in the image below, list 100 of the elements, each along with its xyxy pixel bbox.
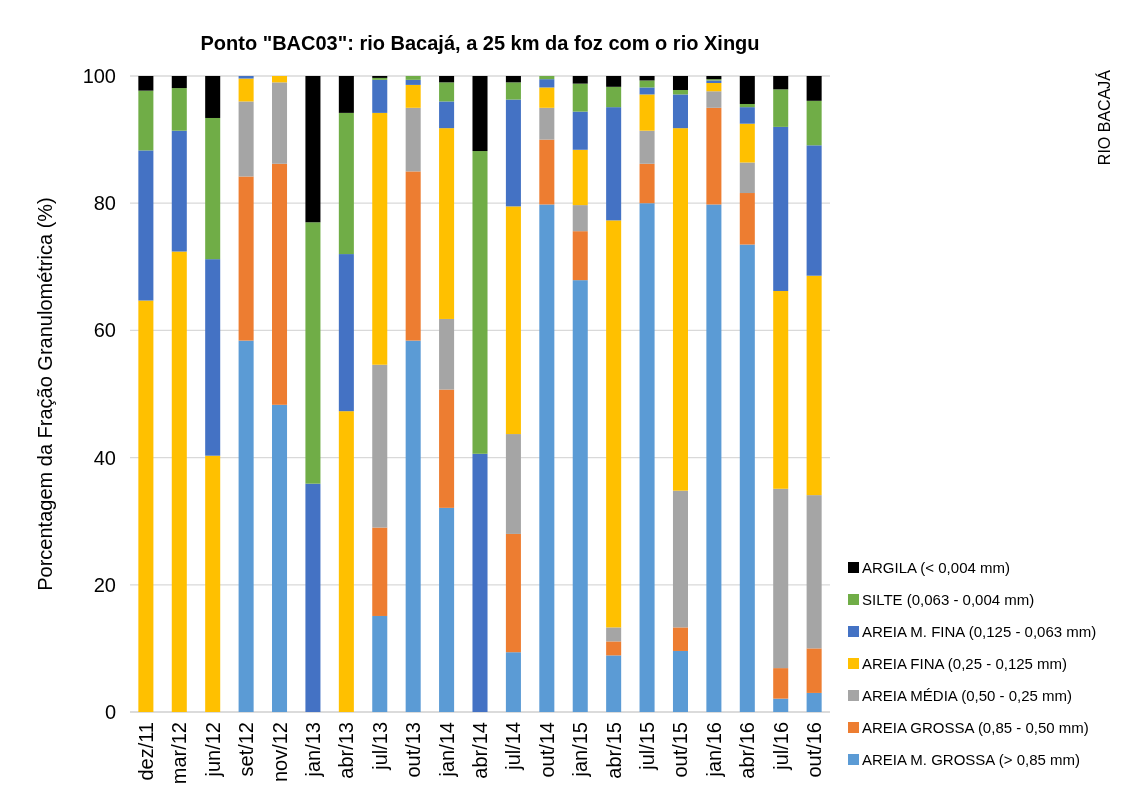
bar bbox=[606, 627, 622, 642]
x-tick-label: out/13 bbox=[402, 722, 425, 778]
bar bbox=[405, 84, 421, 108]
bar bbox=[739, 107, 755, 124]
bar bbox=[338, 254, 354, 412]
bar bbox=[572, 205, 588, 232]
bar bbox=[806, 76, 822, 101]
x-tick-label: jan/13 bbox=[301, 722, 324, 778]
bar bbox=[739, 193, 755, 245]
bar bbox=[405, 79, 421, 85]
x-tick-label: abr/15 bbox=[602, 722, 625, 779]
bar bbox=[405, 171, 421, 341]
x-tick-label: out/16 bbox=[803, 722, 826, 778]
bar bbox=[205, 117, 221, 260]
x-tick-label: dez/11 bbox=[134, 722, 157, 781]
bar bbox=[606, 641, 622, 656]
bar bbox=[572, 280, 588, 712]
bar bbox=[372, 79, 388, 113]
bar bbox=[639, 76, 655, 81]
bar bbox=[539, 204, 555, 712]
legend-label: SILTE (0,063 - 0,004 mm) bbox=[862, 591, 1035, 609]
bar bbox=[639, 203, 655, 712]
bar bbox=[639, 163, 655, 204]
bar bbox=[539, 76, 555, 80]
legend-label: AREIA GROSSA (0,85 - 0,50 mm) bbox=[862, 719, 1089, 737]
bar bbox=[439, 318, 455, 390]
bar bbox=[138, 150, 154, 301]
bar bbox=[405, 107, 421, 172]
bar bbox=[806, 648, 822, 693]
legend-label: AREIA MÉDIA (0,50 - 0,25 mm) bbox=[862, 687, 1073, 705]
x-tick-label: jul/16 bbox=[769, 722, 792, 771]
x-tick-label: out/14 bbox=[535, 722, 558, 778]
bar bbox=[639, 87, 655, 95]
bar bbox=[572, 76, 588, 84]
x-tick-label: abr/16 bbox=[736, 722, 759, 779]
bar bbox=[305, 483, 321, 712]
bar bbox=[539, 87, 555, 108]
y-tick-label: 100 bbox=[82, 65, 116, 87]
bar bbox=[806, 275, 822, 496]
legend-label: AREIA M. GROSSA (> 0,85 mm) bbox=[862, 751, 1080, 769]
bar bbox=[205, 259, 221, 456]
bar bbox=[672, 627, 688, 651]
bar bbox=[439, 101, 455, 129]
legend-label: AREIA FINA (0,25 - 0,125 mm) bbox=[862, 655, 1068, 673]
x-tick-label: jan/14 bbox=[435, 722, 458, 778]
legend-label: ARGILA (< 0,004 mm) bbox=[862, 559, 1010, 577]
bar bbox=[505, 434, 521, 534]
bar bbox=[672, 89, 688, 95]
bar bbox=[205, 455, 221, 712]
x-tick-label: mar/12 bbox=[168, 722, 191, 785]
y-tick-label: 20 bbox=[93, 573, 116, 596]
bar bbox=[238, 78, 254, 102]
bar bbox=[672, 650, 688, 712]
bar bbox=[639, 80, 655, 88]
bar bbox=[639, 130, 655, 164]
bar bbox=[505, 533, 521, 653]
bar bbox=[272, 82, 288, 164]
bar bbox=[806, 100, 822, 146]
bar bbox=[405, 340, 421, 712]
bar bbox=[606, 86, 622, 108]
bar bbox=[572, 149, 588, 206]
bar bbox=[338, 112, 354, 255]
bar bbox=[171, 251, 187, 712]
bar bbox=[572, 111, 588, 150]
x-tick-label: jun/12 bbox=[201, 722, 224, 778]
bar bbox=[806, 692, 822, 712]
bar bbox=[372, 527, 388, 616]
bar bbox=[505, 82, 521, 100]
bar bbox=[372, 112, 388, 365]
bar bbox=[439, 128, 455, 319]
x-tick-label: set/12 bbox=[235, 722, 258, 777]
bar bbox=[205, 76, 221, 118]
bar bbox=[706, 204, 722, 712]
bar bbox=[372, 364, 388, 528]
x-tick-label: jul/15 bbox=[636, 722, 659, 771]
bar bbox=[505, 76, 521, 83]
chart-title: Ponto "BAC03": rio Bacajá, a 25 km da foz com o rio Xingu bbox=[200, 32, 760, 54]
bar bbox=[672, 76, 688, 90]
bar bbox=[272, 163, 288, 405]
bar bbox=[171, 88, 187, 131]
bar bbox=[539, 107, 555, 140]
bar bbox=[272, 76, 288, 83]
bar bbox=[338, 411, 354, 712]
x-tick-label: nov/12 bbox=[268, 722, 291, 783]
legend-label: AREIA M. FINA (0,125 - 0,063 mm) bbox=[862, 623, 1097, 641]
bar bbox=[706, 83, 722, 92]
bar bbox=[171, 130, 187, 252]
x-tick-label: abr/13 bbox=[335, 722, 358, 779]
bar bbox=[138, 300, 154, 712]
bar bbox=[439, 507, 455, 712]
bar bbox=[739, 76, 755, 104]
bar bbox=[439, 76, 455, 83]
y-tick-label: 0 bbox=[104, 701, 116, 723]
bar bbox=[739, 162, 755, 194]
bar bbox=[773, 668, 789, 699]
bar bbox=[606, 220, 622, 628]
bar bbox=[472, 76, 488, 152]
x-tick-label: out/15 bbox=[669, 722, 692, 778]
bar bbox=[606, 107, 622, 221]
bar bbox=[238, 340, 254, 712]
